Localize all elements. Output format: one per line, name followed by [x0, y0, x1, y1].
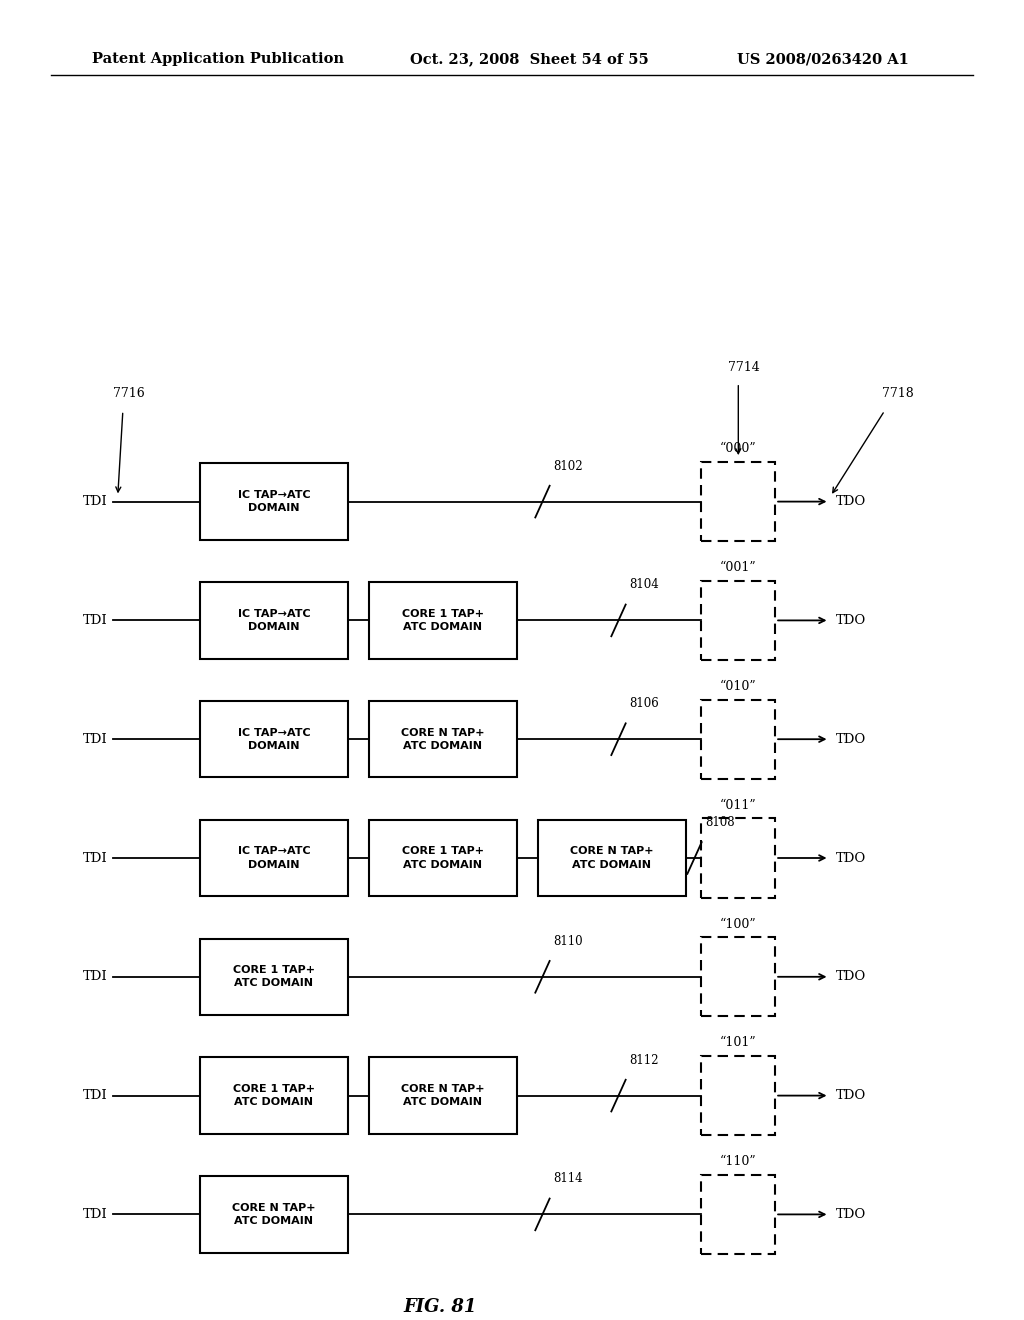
Text: TDI: TDI [83, 733, 108, 746]
Text: 8104: 8104 [629, 578, 659, 591]
Text: TDI: TDI [83, 1089, 108, 1102]
Text: 7714: 7714 [727, 360, 760, 374]
Bar [369, 582, 517, 659]
Bar [369, 820, 517, 896]
Text: TDO: TDO [836, 733, 866, 746]
Text: TDI: TDI [83, 1208, 108, 1221]
Text: CORE 1 TAP+
ATC DOMAIN: CORE 1 TAP+ ATC DOMAIN [232, 965, 315, 989]
Text: TDO: TDO [836, 495, 866, 508]
Text: 7716: 7716 [113, 387, 144, 400]
Text: TDO: TDO [836, 1208, 866, 1221]
Text: IC TAP→ATC
DOMAIN: IC TAP→ATC DOMAIN [238, 490, 310, 513]
Text: TDO: TDO [836, 970, 866, 983]
Text: CORE 1 TAP+
ATC DOMAIN: CORE 1 TAP+ ATC DOMAIN [401, 846, 484, 870]
Text: IC TAP→ATC
DOMAIN: IC TAP→ATC DOMAIN [238, 846, 310, 870]
Text: IC TAP→ATC
DOMAIN: IC TAP→ATC DOMAIN [238, 727, 310, 751]
Text: CORE 1 TAP+
ATC DOMAIN: CORE 1 TAP+ ATC DOMAIN [232, 1084, 315, 1107]
Bar [369, 1057, 517, 1134]
Text: TDO: TDO [836, 614, 866, 627]
Bar [701, 818, 775, 898]
Bar [701, 700, 775, 779]
Bar [200, 1057, 348, 1134]
Bar [701, 1056, 775, 1135]
Text: 8110: 8110 [553, 935, 583, 948]
Text: CORE N TAP+
ATC DOMAIN: CORE N TAP+ ATC DOMAIN [401, 1084, 484, 1107]
Text: 8106: 8106 [629, 697, 659, 710]
Bar [200, 582, 348, 659]
Bar [200, 1176, 348, 1253]
Text: US 2008/0263420 A1: US 2008/0263420 A1 [737, 53, 909, 66]
Text: TDI: TDI [83, 851, 108, 865]
Text: “010”: “010” [720, 680, 757, 693]
Text: FIG. 81: FIG. 81 [403, 1298, 477, 1316]
Text: 7718: 7718 [882, 387, 913, 400]
Bar [369, 701, 517, 777]
Text: TDI: TDI [83, 495, 108, 508]
Text: 8114: 8114 [553, 1172, 583, 1185]
Bar [200, 820, 348, 896]
Text: Patent Application Publication: Patent Application Publication [92, 53, 344, 66]
Text: “110”: “110” [720, 1155, 757, 1168]
Text: TDO: TDO [836, 1089, 866, 1102]
Text: IC TAP→ATC
DOMAIN: IC TAP→ATC DOMAIN [238, 609, 310, 632]
Bar [200, 939, 348, 1015]
Text: TDI: TDI [83, 614, 108, 627]
Bar [200, 701, 348, 777]
Text: TDI: TDI [83, 970, 108, 983]
Text: CORE 1 TAP+
ATC DOMAIN: CORE 1 TAP+ ATC DOMAIN [401, 609, 484, 632]
Bar [200, 463, 348, 540]
Text: 8108: 8108 [706, 816, 735, 829]
Text: CORE N TAP+
ATC DOMAIN: CORE N TAP+ ATC DOMAIN [570, 846, 653, 870]
Bar [701, 937, 775, 1016]
Text: 8102: 8102 [553, 459, 583, 473]
Text: “000”: “000” [720, 442, 757, 455]
Bar [538, 820, 686, 896]
Text: CORE N TAP+
ATC DOMAIN: CORE N TAP+ ATC DOMAIN [232, 1203, 315, 1226]
Text: 8112: 8112 [630, 1053, 658, 1067]
Text: TDO: TDO [836, 851, 866, 865]
Text: “011”: “011” [720, 799, 757, 812]
Bar [701, 462, 775, 541]
Text: “001”: “001” [720, 561, 757, 574]
Text: “101”: “101” [720, 1036, 757, 1049]
Text: “100”: “100” [720, 917, 757, 931]
Text: Oct. 23, 2008  Sheet 54 of 55: Oct. 23, 2008 Sheet 54 of 55 [410, 53, 648, 66]
Text: CORE N TAP+
ATC DOMAIN: CORE N TAP+ ATC DOMAIN [401, 727, 484, 751]
Bar [701, 1175, 775, 1254]
Bar [701, 581, 775, 660]
